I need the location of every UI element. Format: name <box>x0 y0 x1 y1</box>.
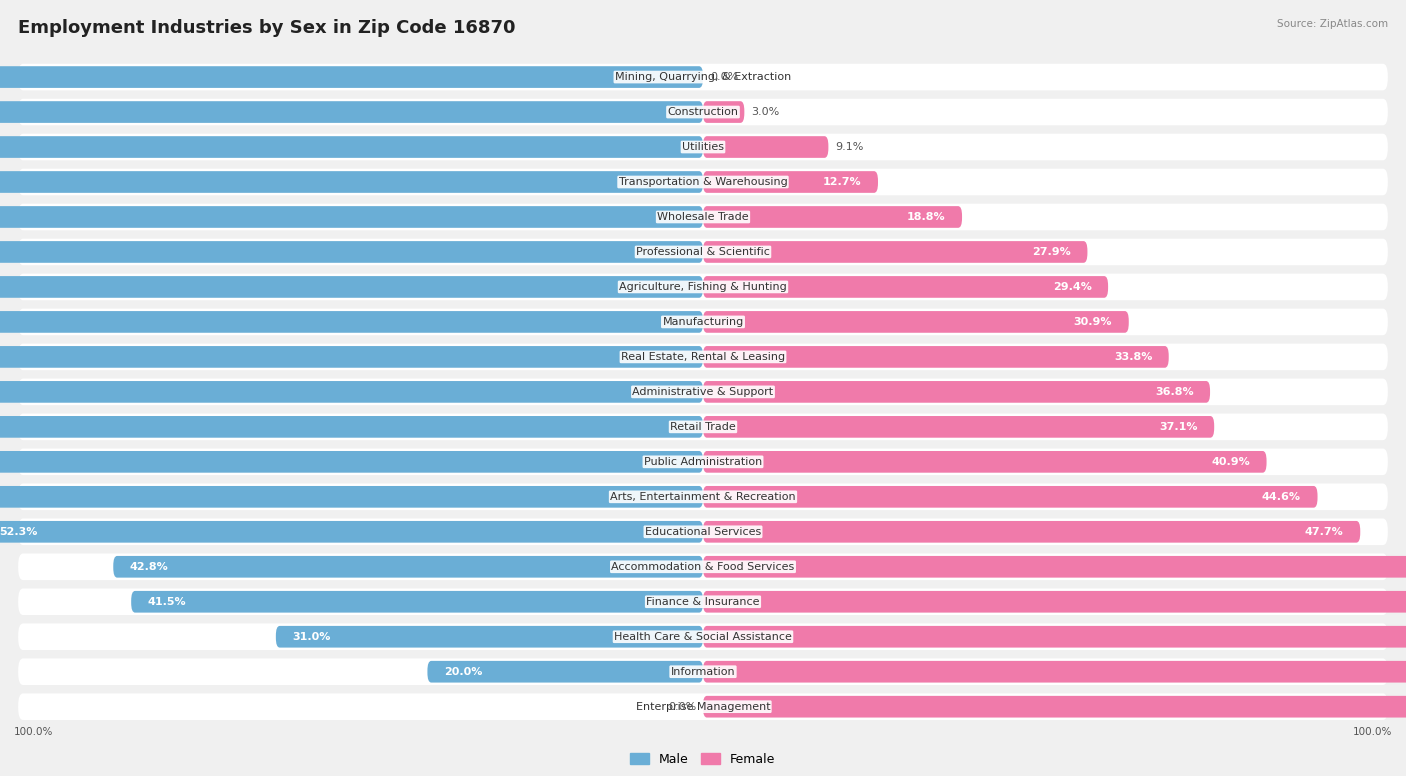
FancyBboxPatch shape <box>18 658 1388 685</box>
Text: Construction: Construction <box>668 107 738 117</box>
FancyBboxPatch shape <box>427 661 703 683</box>
FancyBboxPatch shape <box>18 274 1388 300</box>
Text: 40.9%: 40.9% <box>1211 457 1250 467</box>
FancyBboxPatch shape <box>703 556 1406 577</box>
FancyBboxPatch shape <box>0 241 703 263</box>
FancyBboxPatch shape <box>703 661 1406 683</box>
FancyBboxPatch shape <box>0 381 703 403</box>
FancyBboxPatch shape <box>0 136 703 158</box>
FancyBboxPatch shape <box>114 556 703 577</box>
FancyBboxPatch shape <box>18 99 1388 126</box>
FancyBboxPatch shape <box>703 521 1360 542</box>
FancyBboxPatch shape <box>276 626 703 648</box>
Text: Administrative & Support: Administrative & Support <box>633 387 773 397</box>
FancyBboxPatch shape <box>0 66 703 88</box>
Text: Retail Trade: Retail Trade <box>671 422 735 432</box>
FancyBboxPatch shape <box>703 241 1087 263</box>
Text: 44.6%: 44.6% <box>1263 492 1301 502</box>
FancyBboxPatch shape <box>703 626 1406 648</box>
FancyBboxPatch shape <box>0 486 703 508</box>
FancyBboxPatch shape <box>18 239 1388 265</box>
Text: 33.8%: 33.8% <box>1114 352 1152 362</box>
FancyBboxPatch shape <box>703 206 962 228</box>
FancyBboxPatch shape <box>18 483 1388 510</box>
Text: 42.8%: 42.8% <box>129 562 169 572</box>
Text: 52.3%: 52.3% <box>0 527 38 537</box>
Text: Mining, Quarrying, & Extraction: Mining, Quarrying, & Extraction <box>614 72 792 82</box>
FancyBboxPatch shape <box>18 623 1388 650</box>
Text: Source: ZipAtlas.com: Source: ZipAtlas.com <box>1277 19 1388 29</box>
FancyBboxPatch shape <box>18 133 1388 161</box>
FancyBboxPatch shape <box>18 449 1388 475</box>
FancyBboxPatch shape <box>18 344 1388 370</box>
Text: 100.0%: 100.0% <box>1353 727 1392 737</box>
FancyBboxPatch shape <box>703 591 1406 612</box>
Text: Arts, Entertainment & Recreation: Arts, Entertainment & Recreation <box>610 492 796 502</box>
FancyBboxPatch shape <box>18 168 1388 196</box>
Text: Real Estate, Rental & Leasing: Real Estate, Rental & Leasing <box>621 352 785 362</box>
FancyBboxPatch shape <box>0 346 703 368</box>
FancyBboxPatch shape <box>0 276 703 298</box>
FancyBboxPatch shape <box>18 309 1388 335</box>
Text: Health Care & Social Assistance: Health Care & Social Assistance <box>614 632 792 642</box>
FancyBboxPatch shape <box>703 101 744 123</box>
Text: Information: Information <box>671 667 735 677</box>
FancyBboxPatch shape <box>703 276 1108 298</box>
Text: 36.8%: 36.8% <box>1154 387 1194 397</box>
Text: Accommodation & Food Services: Accommodation & Food Services <box>612 562 794 572</box>
Text: 20.0%: 20.0% <box>444 667 482 677</box>
Text: 100.0%: 100.0% <box>14 727 53 737</box>
Legend: Male, Female: Male, Female <box>630 753 776 766</box>
FancyBboxPatch shape <box>703 311 1129 333</box>
Text: 27.9%: 27.9% <box>1032 247 1071 257</box>
Text: Agriculture, Fishing & Hunting: Agriculture, Fishing & Hunting <box>619 282 787 292</box>
FancyBboxPatch shape <box>703 136 828 158</box>
FancyBboxPatch shape <box>703 696 1406 718</box>
FancyBboxPatch shape <box>18 203 1388 230</box>
FancyBboxPatch shape <box>703 416 1215 438</box>
Text: 41.5%: 41.5% <box>148 597 187 607</box>
FancyBboxPatch shape <box>18 64 1388 90</box>
Text: 12.7%: 12.7% <box>823 177 862 187</box>
Text: Public Administration: Public Administration <box>644 457 762 467</box>
Text: 37.1%: 37.1% <box>1159 422 1198 432</box>
Text: 18.8%: 18.8% <box>907 212 945 222</box>
Text: 3.0%: 3.0% <box>751 107 779 117</box>
Text: Utilities: Utilities <box>682 142 724 152</box>
FancyBboxPatch shape <box>0 101 703 123</box>
FancyBboxPatch shape <box>18 379 1388 405</box>
Text: Wholesale Trade: Wholesale Trade <box>657 212 749 222</box>
Text: Enterprise Management: Enterprise Management <box>636 702 770 712</box>
FancyBboxPatch shape <box>703 346 1168 368</box>
Text: 31.0%: 31.0% <box>292 632 330 642</box>
Text: 30.9%: 30.9% <box>1074 317 1112 327</box>
Text: Educational Services: Educational Services <box>645 527 761 537</box>
FancyBboxPatch shape <box>131 591 703 612</box>
Text: Finance & Insurance: Finance & Insurance <box>647 597 759 607</box>
FancyBboxPatch shape <box>18 518 1388 545</box>
Text: Employment Industries by Sex in Zip Code 16870: Employment Industries by Sex in Zip Code… <box>18 19 516 37</box>
FancyBboxPatch shape <box>0 171 703 193</box>
FancyBboxPatch shape <box>0 416 703 438</box>
Text: 29.4%: 29.4% <box>1053 282 1091 292</box>
FancyBboxPatch shape <box>703 486 1317 508</box>
FancyBboxPatch shape <box>703 171 877 193</box>
FancyBboxPatch shape <box>0 206 703 228</box>
FancyBboxPatch shape <box>18 553 1388 580</box>
FancyBboxPatch shape <box>0 311 703 333</box>
Text: Manufacturing: Manufacturing <box>662 317 744 327</box>
FancyBboxPatch shape <box>0 451 703 473</box>
FancyBboxPatch shape <box>18 414 1388 440</box>
Text: 0.0%: 0.0% <box>710 72 738 82</box>
FancyBboxPatch shape <box>18 588 1388 615</box>
FancyBboxPatch shape <box>703 451 1267 473</box>
Text: Professional & Scientific: Professional & Scientific <box>636 247 770 257</box>
Text: 0.0%: 0.0% <box>668 702 696 712</box>
Text: Transportation & Warehousing: Transportation & Warehousing <box>619 177 787 187</box>
FancyBboxPatch shape <box>0 521 703 542</box>
FancyBboxPatch shape <box>18 694 1388 720</box>
Text: 9.1%: 9.1% <box>835 142 863 152</box>
Text: 47.7%: 47.7% <box>1305 527 1344 537</box>
FancyBboxPatch shape <box>703 381 1211 403</box>
